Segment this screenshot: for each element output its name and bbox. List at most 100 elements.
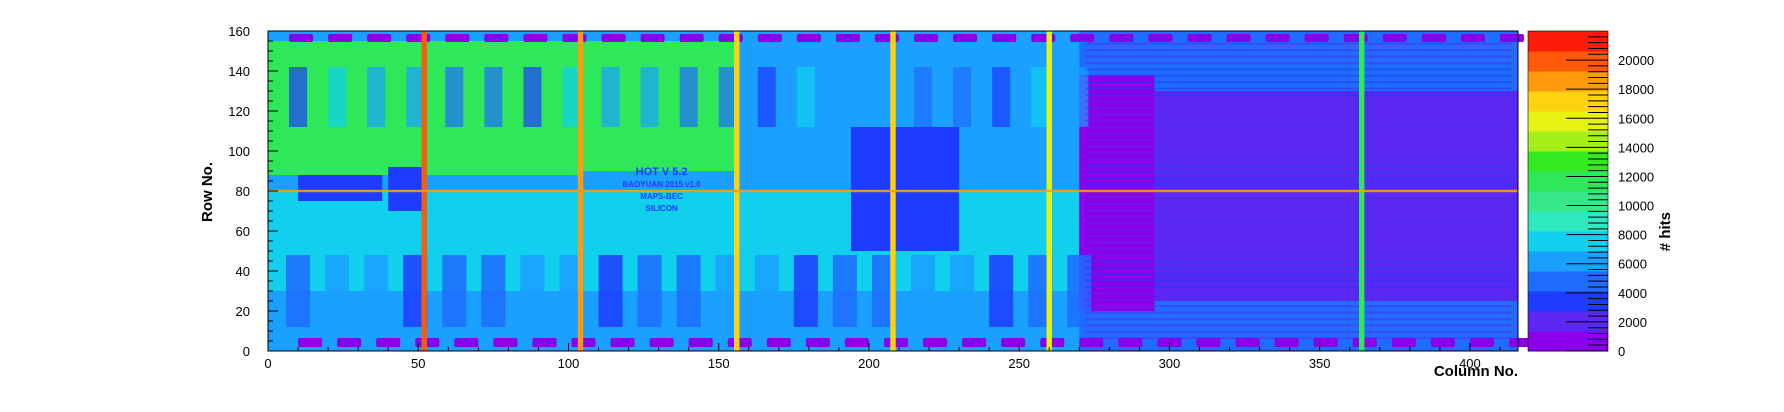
pixel-block <box>481 255 506 327</box>
bond-pad <box>1274 338 1299 347</box>
row-line <box>1085 126 1512 128</box>
bond-pad <box>445 34 470 42</box>
pixel-block <box>757 67 776 127</box>
bond-pad <box>844 338 869 347</box>
row-line <box>1085 164 1512 167</box>
chip-markings: HOT V 5.2 BAOYUAN 2015 v1.0 MAPS-BEC SILICO… <box>622 166 701 213</box>
bond-pad <box>1001 338 1026 347</box>
bond-pad <box>1235 338 1260 347</box>
bond-pad <box>962 338 987 347</box>
z-tick-label: 14000 <box>1618 140 1654 155</box>
y-tick-label: 140 <box>228 64 250 79</box>
row-line <box>1085 279 1512 282</box>
row-line <box>1085 273 1512 275</box>
bond-pad <box>1187 34 1212 42</box>
bond-pad <box>1508 338 1534 347</box>
pixel-block <box>367 67 386 127</box>
pixel-block <box>832 255 857 327</box>
bond-pad <box>1382 34 1407 42</box>
bond-pad <box>532 338 557 347</box>
bond-pad <box>1352 338 1377 347</box>
pixel-block <box>1031 67 1050 127</box>
row-line <box>1085 330 1512 333</box>
chip-marking-text: BAOYUAN 2015 v1.0 <box>622 180 701 189</box>
palette-segment <box>1528 291 1608 312</box>
x-tick-label: 100 <box>558 356 580 371</box>
pixel-block <box>289 67 308 127</box>
pixel-block <box>796 67 815 127</box>
x-tick-label: 300 <box>1159 356 1181 371</box>
bond-pad <box>688 338 713 347</box>
z-axis-title: # hits <box>1657 212 1674 251</box>
heatmap-region <box>298 175 383 201</box>
row-line <box>1085 337 1512 339</box>
pixel-block <box>637 255 662 327</box>
pixel-block <box>676 255 701 327</box>
z-tick-label: 18000 <box>1618 82 1654 97</box>
plot-area: HOT V 5.2 BAOYUAN 2015 v1.0 MAPS-BEC SILICO… <box>267 30 1534 352</box>
x-tick-label: 250 <box>1008 356 1030 371</box>
row-line <box>1085 177 1512 179</box>
row-line <box>1085 68 1512 71</box>
bond-pad <box>727 338 752 347</box>
z-tick-label: 10000 <box>1618 199 1654 214</box>
heatmap-region <box>1154 91 1518 301</box>
bond-pad <box>640 34 665 42</box>
row-line <box>1085 74 1512 77</box>
bond-pad <box>805 338 830 347</box>
pixel-block <box>754 255 779 327</box>
bond-pad <box>415 338 440 347</box>
pixel-block <box>914 67 933 127</box>
row-line <box>1085 81 1512 83</box>
palette-segment <box>1528 71 1608 92</box>
row-line <box>1085 132 1512 135</box>
x-tick-label: 350 <box>1309 356 1331 371</box>
pixel-block <box>598 255 623 327</box>
bond-pad <box>337 338 362 347</box>
row-line <box>1085 222 1512 224</box>
z-tick-label: 4000 <box>1618 286 1647 301</box>
bond-pad <box>1070 34 1095 42</box>
pixel-block <box>718 67 737 127</box>
z-tick-label: 16000 <box>1618 111 1654 126</box>
pixel-block <box>520 255 545 327</box>
bond-pad <box>610 338 635 347</box>
bond-pad <box>679 34 704 42</box>
chip-marking-text: MAPS-BEC <box>640 192 683 201</box>
row-line <box>1085 42 1512 45</box>
pixel-block <box>286 255 311 327</box>
bond-pad <box>1196 338 1221 347</box>
pixel-block <box>445 67 464 127</box>
z-tick-label: 0 <box>1618 344 1625 359</box>
bond-pad <box>1499 34 1525 42</box>
bond-pad <box>1079 338 1104 347</box>
bond-pad <box>454 338 479 347</box>
bond-pad <box>289 34 314 42</box>
row-line <box>1085 260 1512 263</box>
bond-pad <box>493 338 518 347</box>
y-tick-label: 160 <box>228 24 250 39</box>
bond-pad <box>328 34 353 42</box>
pixel-block <box>911 255 936 327</box>
row-line-texture <box>1085 42 1512 339</box>
row-line <box>1085 170 1512 173</box>
pixel-block <box>679 67 698 127</box>
row-line <box>1085 298 1512 301</box>
row-line <box>1085 113 1512 115</box>
bond-pad <box>484 34 509 42</box>
bond-pad <box>1040 338 1065 347</box>
bond-pad <box>883 338 909 347</box>
pixel-block <box>953 67 972 127</box>
row-line <box>1085 94 1512 96</box>
row-line <box>1085 158 1512 160</box>
x-tick-label: 150 <box>708 356 730 371</box>
pixel-block <box>562 67 581 127</box>
bond-pad <box>1430 338 1455 347</box>
pixel-block <box>328 67 347 127</box>
bond-pad <box>1313 338 1338 347</box>
bond-pad <box>835 34 860 42</box>
palette-segment <box>1528 311 1608 332</box>
bond-pad <box>914 34 939 42</box>
z-tick-label: 6000 <box>1618 257 1647 272</box>
row-line <box>1085 228 1512 231</box>
